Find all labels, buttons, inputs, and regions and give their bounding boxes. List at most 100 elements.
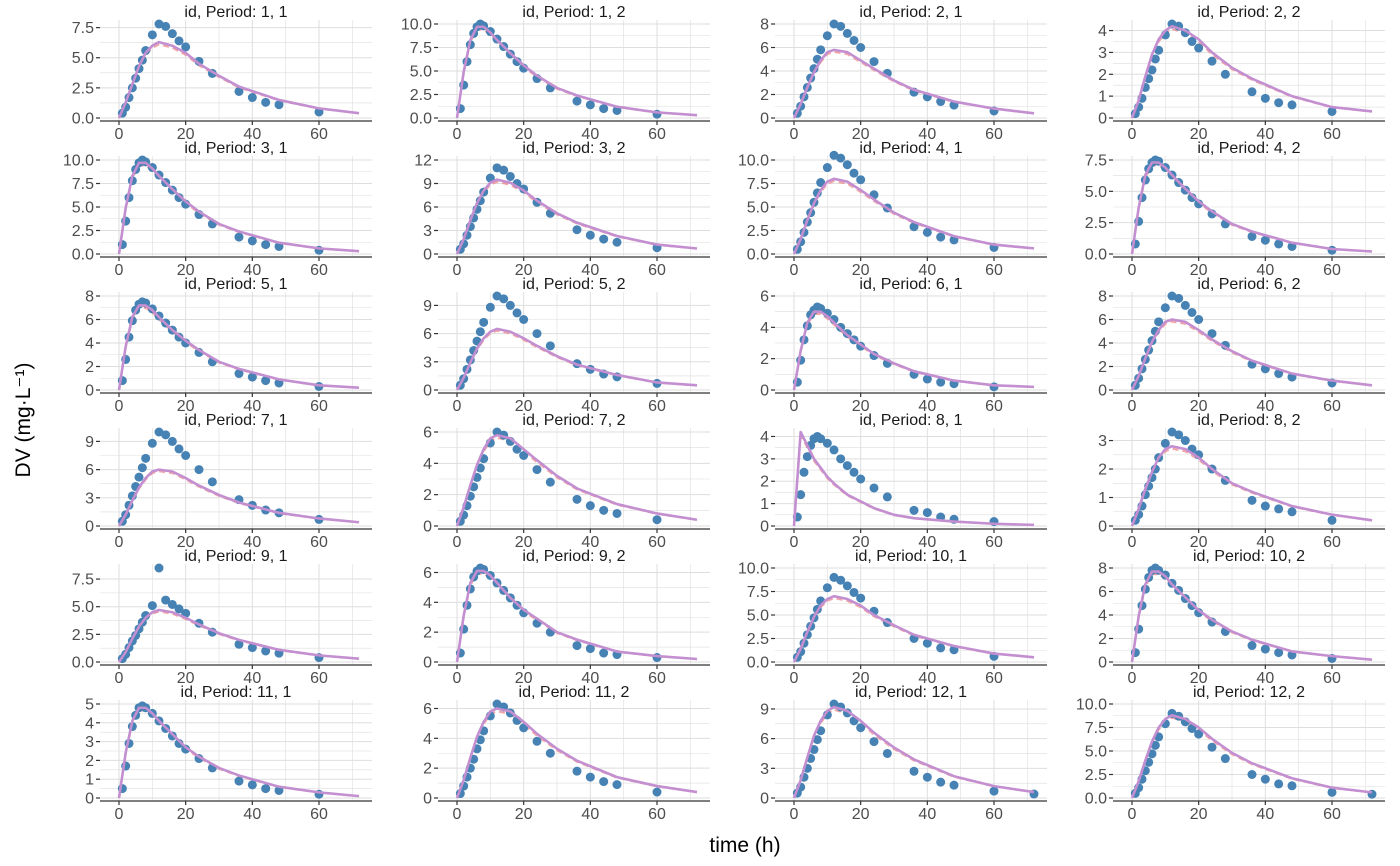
- y-tick-label: 2: [1098, 67, 1107, 84]
- panel: 0 2 4 6 8 0 20 40 60 id, Period: 5, 1: [85, 276, 372, 415]
- x-tick-label: 20: [852, 670, 870, 687]
- y-tick-label: 10.0: [401, 17, 432, 34]
- observed-point: [512, 57, 522, 67]
- x-tick-label: 20: [515, 398, 533, 415]
- observed-point: [599, 648, 609, 658]
- y-tick-label: 4: [760, 429, 769, 446]
- x-tick-label: 20: [515, 262, 533, 279]
- observed-point: [816, 45, 826, 55]
- observed-point: [181, 451, 191, 460]
- x-tick-label: 20: [515, 806, 533, 823]
- observed-point: [1260, 93, 1270, 103]
- observed-point: [599, 505, 609, 515]
- observed-point: [505, 171, 515, 181]
- observed-point: [174, 604, 184, 614]
- observed-point: [922, 772, 932, 782]
- observed-point: [532, 736, 542, 746]
- panel-title: id, Period: 6, 2: [1197, 276, 1300, 293]
- observed-point: [137, 463, 147, 473]
- x-tick-label: 40: [1256, 806, 1274, 823]
- observed-point: [234, 639, 244, 649]
- observed-point: [572, 494, 582, 504]
- observed-point: [922, 374, 932, 384]
- y-tick-label: 2: [1098, 631, 1107, 648]
- panel-title: id, Period: 9, 2: [522, 548, 625, 565]
- y-tick-label: 0.0: [72, 655, 94, 672]
- panel-title: id, Period: 4, 1: [859, 140, 962, 157]
- observed-point: [274, 100, 284, 110]
- y-tick-label: 5.0: [72, 50, 94, 67]
- x-tick-label: 60: [310, 126, 328, 143]
- observed-point: [1220, 69, 1230, 79]
- y-tick-label: 7.5: [747, 584, 769, 601]
- y-tick-label: 4: [1098, 608, 1107, 625]
- observed-point: [1187, 36, 1197, 46]
- y-tick-label: 0.0: [410, 111, 432, 128]
- y-tick-label: 10.0: [738, 561, 769, 578]
- individual-pred-line: [1130, 570, 1373, 663]
- y-tick-label: 5.0: [72, 200, 94, 217]
- observed-point: [949, 780, 959, 790]
- y-tick-label: 0: [423, 655, 432, 672]
- observed-point: [167, 599, 177, 609]
- observed-point: [856, 593, 866, 603]
- y-tick-label: 2: [760, 474, 769, 491]
- observed-point: [802, 452, 812, 462]
- observed-point: [572, 225, 582, 235]
- panel: 0.0 2.5 5.0 7.5 10.0 0 20 40 60 id, Period: 4, 1: [738, 140, 1047, 279]
- x-tick-label: 20: [177, 534, 195, 551]
- y-axis-title: DV (mg·L⁻¹): [12, 363, 35, 478]
- x-tick-label: 60: [985, 398, 1003, 415]
- population-pred-line: [456, 180, 698, 255]
- x-axis-title: time (h): [709, 834, 780, 857]
- x-tick-label: 60: [985, 806, 1003, 823]
- x-tick-label: 40: [243, 670, 261, 687]
- x-tick-label: 60: [1323, 670, 1341, 687]
- observed-point: [612, 508, 622, 518]
- x-tick-label: 60: [985, 534, 1003, 551]
- x-tick-label: 20: [1190, 398, 1208, 415]
- observed-point: [545, 748, 555, 758]
- y-tick-label: 2: [760, 87, 769, 104]
- observed-point: [836, 575, 846, 585]
- x-tick-label: 60: [310, 262, 328, 279]
- x-tick-label: 60: [1323, 398, 1341, 415]
- observed-point: [1174, 430, 1184, 440]
- observed-point: [869, 737, 879, 747]
- observed-point: [261, 646, 271, 656]
- y-tick-label: 3: [760, 451, 769, 468]
- observed-point: [1194, 43, 1204, 53]
- x-tick-label: 60: [648, 262, 666, 279]
- y-tick-label: 0: [85, 791, 94, 808]
- x-tick-label: 60: [648, 670, 666, 687]
- individual-pred-line: [1130, 444, 1373, 527]
- y-tick-label: 0: [85, 519, 94, 536]
- observed-point: [147, 438, 157, 448]
- y-tick-label: 3: [423, 354, 432, 371]
- observed-point: [585, 100, 595, 110]
- x-tick-label: 60: [648, 806, 666, 823]
- y-tick-label: 7.5: [1085, 153, 1107, 170]
- panel-title: id, Period: 5, 2: [522, 276, 625, 293]
- individual-pred-line: [117, 40, 360, 119]
- y-tick-label: 0: [423, 247, 432, 264]
- y-tick-label: 9: [423, 176, 432, 193]
- y-tick-label: 6: [85, 312, 94, 329]
- y-tick-label: 4: [760, 64, 769, 81]
- y-tick-label: 7.5: [747, 176, 769, 193]
- population-pred-line: [1131, 27, 1373, 119]
- observed-point: [1274, 648, 1284, 658]
- x-tick-label: 0: [115, 534, 124, 551]
- individual-pred-line: [455, 707, 698, 799]
- observed-point: [247, 643, 257, 653]
- y-tick-label: 0.0: [1085, 791, 1107, 808]
- y-tick-label: 9: [85, 434, 94, 451]
- population-pred-line: [1131, 320, 1373, 391]
- population-pred-line: [793, 180, 1035, 255]
- x-tick-label: 20: [177, 262, 195, 279]
- population-pred-line: [456, 710, 698, 799]
- observed-point: [572, 766, 582, 776]
- x-tick-label: 40: [243, 398, 261, 415]
- x-tick-label: 40: [918, 806, 936, 823]
